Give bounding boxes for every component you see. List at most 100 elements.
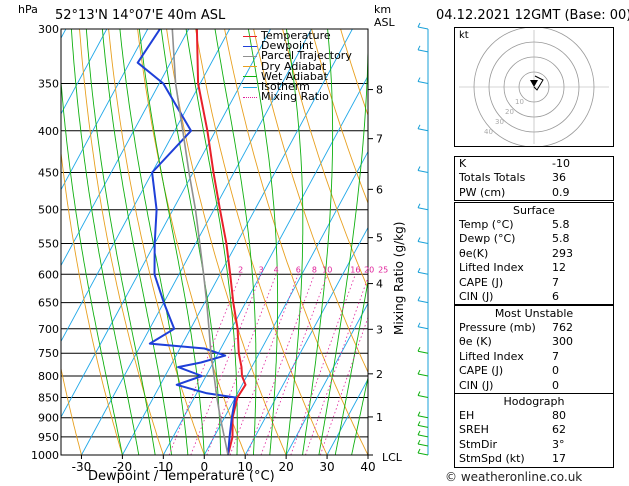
wind-barb-flag — [417, 439, 421, 445]
km-tick-label: 3 — [376, 323, 383, 336]
pressure-tick-label: 650 — [38, 297, 59, 310]
mu-value: 0 — [552, 378, 559, 392]
pressure-tick-label: 950 — [38, 431, 59, 444]
mu-row: Pressure (mb) 762 — [455, 321, 613, 335]
isotherm-line — [285, 302, 368, 455]
dry-adiabat-line — [61, 366, 82, 455]
surface-value: 7 — [552, 275, 559, 289]
wind-barb — [417, 26, 429, 30]
wind-barb — [417, 240, 429, 244]
hodo-value: 62 — [552, 423, 566, 437]
mixing-ratio-label: 20 — [364, 265, 374, 274]
dry-adiabat-line — [166, 29, 287, 455]
km-tick-label: 7 — [376, 133, 383, 146]
km-tick-label: 5 — [376, 232, 383, 245]
mixing-ratio-line — [246, 274, 315, 455]
temperature-line — [195, 29, 247, 455]
wind-barb-flag — [417, 448, 421, 454]
legend-swatch — [243, 96, 257, 98]
surface-label: CAPE (J) — [459, 275, 504, 289]
hodograph-table-panel: Hodograph EH 80 SREH 62 StmDir 3° StmSpd (k… — [454, 393, 614, 468]
x-tick-label: 30 — [319, 460, 334, 474]
km-tick-label: 4 — [376, 278, 383, 291]
mu-label: CAPE (J) — [459, 364, 504, 378]
dry-adiabat-line — [224, 29, 368, 455]
plot-frame — [60, 28, 369, 456]
index-value: 36 — [552, 171, 566, 185]
dry-adiabat-line — [137, 29, 246, 455]
wet-adiabat-line — [85, 29, 156, 455]
mixing-ratio-label: 16 — [350, 265, 360, 274]
index-label: K — [459, 157, 467, 170]
hodo-row: EH 80 — [455, 409, 613, 423]
wind-barb — [417, 128, 429, 132]
surface-row: CIN (J) 6 — [455, 290, 613, 304]
isotherm-line — [61, 29, 149, 191]
legend-item: Wet Adiabat — [243, 71, 352, 82]
mixing-ratio-label: 3 — [259, 265, 264, 274]
wind-barb-flag — [417, 369, 421, 375]
hodograph-trace — [533, 75, 544, 91]
mu-value: 0 — [552, 364, 559, 378]
legend-label: Mixing Ratio — [261, 90, 329, 104]
isotherm-line — [61, 29, 108, 115]
km-tick-label: LCL — [382, 451, 403, 464]
legend-label: Isotherm — [261, 80, 310, 94]
hodo-value: 80 — [552, 409, 566, 422]
pressure-tick-label: 400 — [38, 125, 59, 138]
surface-label: Lifted Index — [459, 261, 524, 275]
wind-barb-flag — [417, 322, 421, 328]
wet-adiabat-line — [61, 76, 123, 455]
dry-adiabat-line — [253, 29, 368, 374]
parcel-trajectory-line — [171, 29, 229, 455]
mixing-ratio-axis-title: Mixing Ratio (g/kg) — [392, 221, 406, 335]
indices-panel: K -10 Totals Totals 36 PW (cm) 0.9 — [454, 156, 614, 202]
wind-barb — [417, 373, 429, 377]
mixing-ratio-label: 8 — [312, 265, 317, 274]
legend-item: Dewpoint — [243, 40, 352, 51]
hodograph-ring-label-20: 20 — [505, 108, 514, 116]
wind-barb — [417, 395, 429, 398]
pressure-tick-label: 500 — [38, 204, 59, 217]
surface-value: 5.8 — [552, 218, 570, 231]
x-tick-label: -10 — [154, 460, 174, 474]
pressure-tick-label: 350 — [38, 78, 59, 91]
wind-barb — [417, 350, 429, 354]
hodograph-storm-marker — [530, 80, 538, 87]
wet-adiabat-line — [101, 29, 172, 455]
legend-swatch — [243, 66, 257, 68]
wet-adiabat-line — [138, 29, 205, 455]
hodo-label: SREH — [459, 423, 489, 437]
hodo-value: 3° — [552, 437, 565, 451]
index-row-totals: Totals Totals 36 — [455, 171, 613, 185]
index-row-k: K -10 — [455, 157, 613, 171]
surface-row: CAPE (J) 7 — [455, 276, 613, 290]
wind-barb-flag — [417, 237, 421, 242]
hodograph-kt-label: kt — [459, 30, 469, 41]
hodo-row: SREH 62 — [455, 423, 613, 437]
legend-label: Dry Adiabat — [261, 59, 327, 73]
pressure-tick-label: 800 — [38, 370, 59, 383]
hodo-label: EH — [459, 409, 475, 422]
mixing-ratio-line — [260, 274, 328, 455]
wind-barb — [417, 169, 429, 173]
isotherm-line — [61, 29, 190, 267]
x-tick-label: 40 — [360, 460, 375, 474]
km-label: km — [374, 3, 392, 16]
index-value: 0.9 — [552, 185, 570, 199]
wet-adiabat-line — [351, 375, 368, 455]
hodograph-ring-label-30: 30 — [495, 118, 504, 126]
wet-adiabat-line — [285, 29, 304, 455]
hodograph-ring-label-10: 10 — [515, 98, 524, 106]
surface-panel: Surface Temp (°C) 5.8 Dewp (°C) 5.8 θe(K) 2… — [454, 202, 614, 306]
surface-row: θe(K) 293 — [455, 247, 613, 261]
mu-row: θe (K) 300 — [455, 335, 613, 349]
wind-barb — [417, 415, 429, 419]
surface-label: Dewp (°C) — [459, 232, 516, 246]
wind-barb-flag — [417, 124, 421, 130]
mu-row: Lifted Index 7 — [455, 350, 613, 364]
legend-swatch — [243, 76, 257, 78]
hodo-value: 17 — [552, 452, 566, 466]
x-tick-label: 10 — [238, 460, 253, 474]
mu-row: CAPE (J) 0 — [455, 364, 613, 378]
